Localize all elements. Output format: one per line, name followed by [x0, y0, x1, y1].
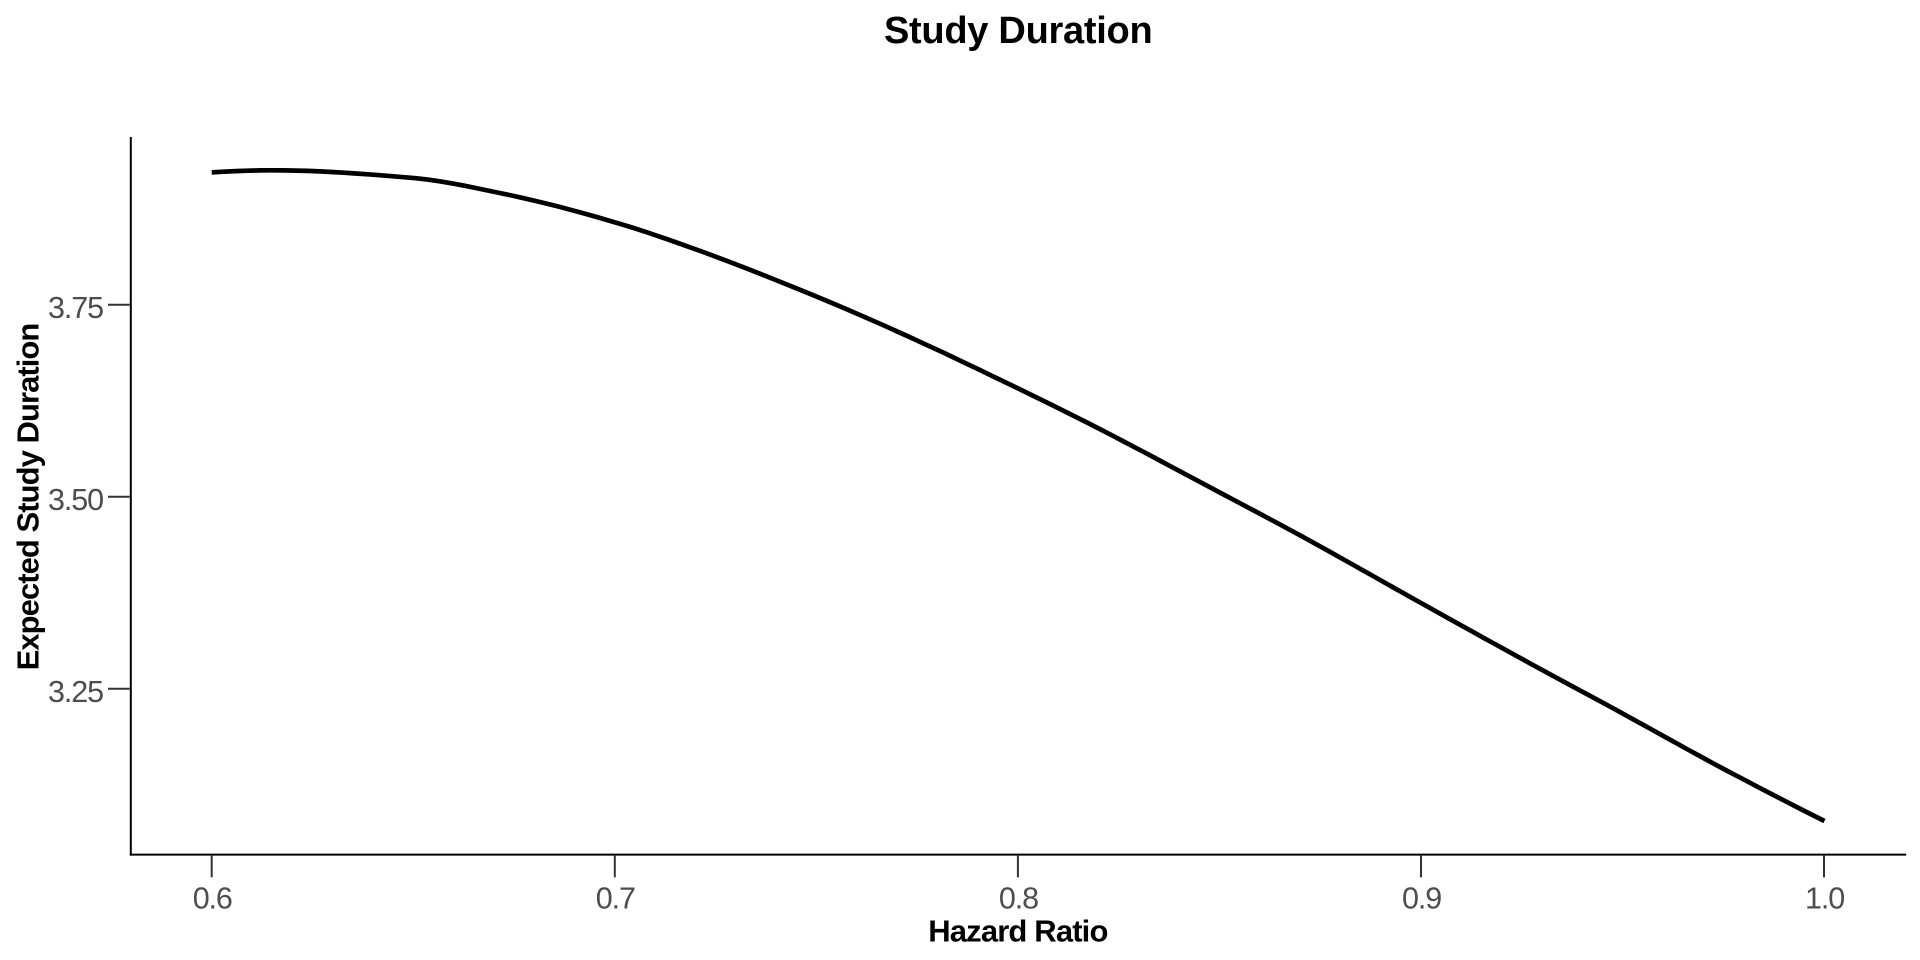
svg-text:3.75: 3.75 [48, 291, 103, 325]
svg-text:3.50: 3.50 [48, 483, 103, 517]
svg-text:Hazard Ratio: Hazard Ratio [928, 913, 1107, 948]
svg-text:0.7: 0.7 [596, 881, 635, 915]
svg-text:Expected Study Duration: Expected Study Duration [10, 324, 45, 671]
svg-text:1.0: 1.0 [1805, 881, 1844, 915]
svg-text:0.9: 0.9 [1402, 881, 1441, 915]
svg-text:0.6: 0.6 [193, 881, 232, 915]
svg-text:0.8: 0.8 [999, 881, 1038, 915]
svg-text:3.25: 3.25 [48, 675, 103, 709]
svg-text:Study Duration: Study Duration [884, 10, 1152, 52]
